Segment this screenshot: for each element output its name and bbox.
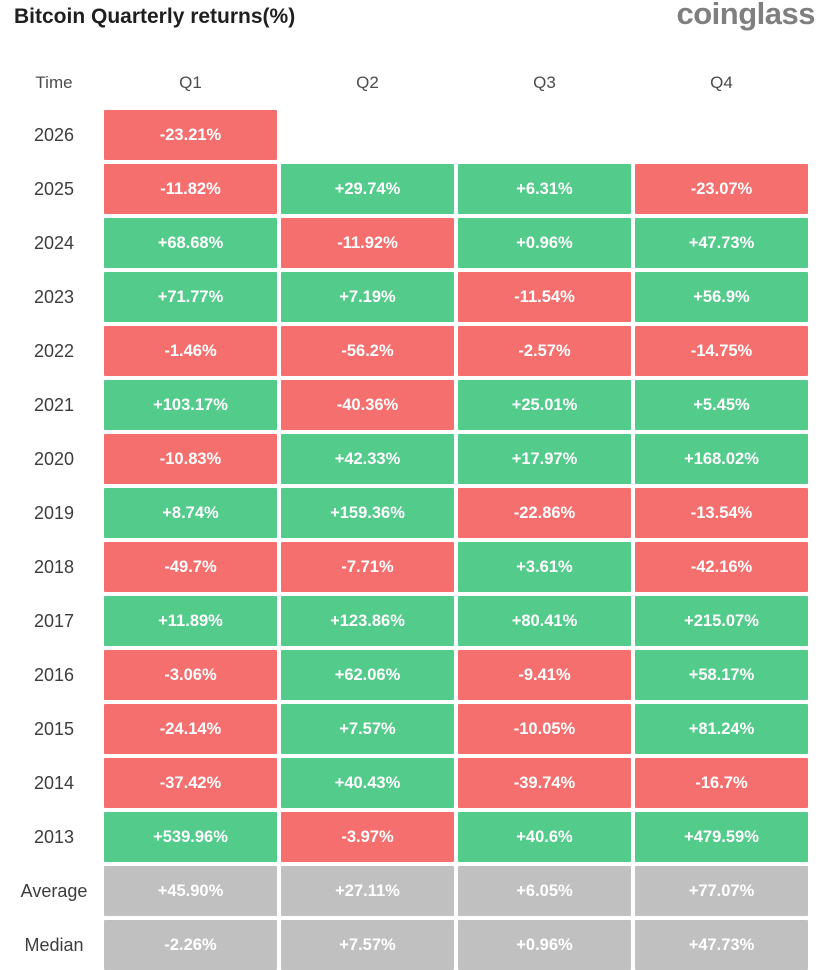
return-cell: +81.24% bbox=[635, 704, 808, 754]
return-cell: +77.07% bbox=[635, 866, 808, 916]
return-cell: -2.57% bbox=[458, 326, 631, 376]
return-cell: -10.83% bbox=[104, 434, 277, 484]
return-cell: +40.43% bbox=[281, 758, 454, 808]
top-bar: Bitcoin Quarterly returns(%) coinglass bbox=[0, 0, 827, 46]
return-cell: +6.05% bbox=[458, 866, 631, 916]
return-cell: -23.21% bbox=[104, 110, 277, 160]
return-cell: +159.36% bbox=[281, 488, 454, 538]
return-cell: +215.07% bbox=[635, 596, 808, 646]
return-cell: -23.07% bbox=[635, 164, 808, 214]
return-cell: -16.7% bbox=[635, 758, 808, 808]
return-cell: -9.41% bbox=[458, 650, 631, 700]
return-cell: -39.74% bbox=[458, 758, 631, 808]
return-cell: +168.02% bbox=[635, 434, 808, 484]
return-cell: +29.74% bbox=[281, 164, 454, 214]
page-title: Bitcoin Quarterly returns(%) bbox=[14, 5, 296, 28]
empty-cell bbox=[458, 110, 631, 160]
returns-table: 2026 -23.21% 2025 -11.82% +29.74% +6.31% -23.0… bbox=[8, 110, 827, 970]
return-cell: +103.17% bbox=[104, 380, 277, 430]
table-header-row: Time Q1 Q2 Q3 Q4 bbox=[8, 70, 827, 96]
return-cell: +3.61% bbox=[458, 542, 631, 592]
row-label-2018: 2018 bbox=[33, 556, 75, 577]
return-cell: -1.46% bbox=[104, 326, 277, 376]
return-cell: +45.90% bbox=[104, 866, 277, 916]
return-cell: +123.86% bbox=[281, 596, 454, 646]
return-cell: -3.06% bbox=[104, 650, 277, 700]
row-label-2017: 2017 bbox=[33, 610, 75, 631]
empty-cell bbox=[635, 110, 808, 160]
return-cell: +5.45% bbox=[635, 380, 808, 430]
column-header-q2: Q2 bbox=[356, 73, 379, 92]
return-cell: -2.26% bbox=[104, 920, 277, 970]
return-cell: +68.68% bbox=[104, 218, 277, 268]
return-cell: +479.59% bbox=[635, 812, 808, 862]
return-cell: +0.96% bbox=[458, 920, 631, 970]
return-cell: +58.17% bbox=[635, 650, 808, 700]
column-header-time: Time bbox=[35, 73, 73, 92]
return-cell: +42.33% bbox=[281, 434, 454, 484]
row-label-median: Median bbox=[24, 934, 84, 955]
return-cell: +7.19% bbox=[281, 272, 454, 322]
return-cell: +62.06% bbox=[281, 650, 454, 700]
return-cell: +7.57% bbox=[281, 920, 454, 970]
return-cell: -22.86% bbox=[458, 488, 631, 538]
return-cell: -56.2% bbox=[281, 326, 454, 376]
return-cell: -14.75% bbox=[635, 326, 808, 376]
column-header-q4: Q4 bbox=[710, 73, 733, 92]
return-cell: +47.73% bbox=[635, 218, 808, 268]
return-cell: +6.31% bbox=[458, 164, 631, 214]
return-cell: +40.6% bbox=[458, 812, 631, 862]
return-cell: +17.97% bbox=[458, 434, 631, 484]
coinglass-logo: coinglass bbox=[676, 0, 816, 31]
row-label-average: Average bbox=[20, 880, 88, 901]
return-cell: -49.7% bbox=[104, 542, 277, 592]
return-cell: +11.89% bbox=[104, 596, 277, 646]
column-header-q1: Q1 bbox=[179, 73, 202, 92]
empty-cell bbox=[281, 110, 454, 160]
return-cell: +56.9% bbox=[635, 272, 808, 322]
row-label-2013: 2013 bbox=[33, 826, 75, 847]
return-cell: +27.11% bbox=[281, 866, 454, 916]
return-cell: -10.05% bbox=[458, 704, 631, 754]
return-cell: -11.92% bbox=[281, 218, 454, 268]
return-cell: -11.82% bbox=[104, 164, 277, 214]
return-cell: -42.16% bbox=[635, 542, 808, 592]
return-cell: +0.96% bbox=[458, 218, 631, 268]
return-cell: -24.14% bbox=[104, 704, 277, 754]
row-label-2020: 2020 bbox=[33, 448, 75, 469]
return-cell: -11.54% bbox=[458, 272, 631, 322]
row-label-2023: 2023 bbox=[33, 286, 75, 307]
return-cell: +539.96% bbox=[104, 812, 277, 862]
return-cell: -37.42% bbox=[104, 758, 277, 808]
row-label-2025: 2025 bbox=[33, 178, 75, 199]
row-label-2026: 2026 bbox=[33, 124, 75, 145]
return-cell: +8.74% bbox=[104, 488, 277, 538]
row-label-2016: 2016 bbox=[33, 664, 75, 685]
row-label-2019: 2019 bbox=[33, 502, 75, 523]
return-cell: +25.01% bbox=[458, 380, 631, 430]
row-label-2021: 2021 bbox=[33, 394, 75, 415]
return-cell: +47.73% bbox=[635, 920, 808, 970]
return-cell: -3.97% bbox=[281, 812, 454, 862]
return-cell: +71.77% bbox=[104, 272, 277, 322]
return-cell: -40.36% bbox=[281, 380, 454, 430]
return-cell: -7.71% bbox=[281, 542, 454, 592]
return-cell: +80.41% bbox=[458, 596, 631, 646]
row-label-2022: 2022 bbox=[33, 340, 75, 361]
return-cell: -13.54% bbox=[635, 488, 808, 538]
column-header-q3: Q3 bbox=[533, 73, 556, 92]
row-label-2015: 2015 bbox=[33, 718, 75, 739]
return-cell: +7.57% bbox=[281, 704, 454, 754]
row-label-2014: 2014 bbox=[33, 772, 75, 793]
row-label-2024: 2024 bbox=[33, 232, 75, 253]
